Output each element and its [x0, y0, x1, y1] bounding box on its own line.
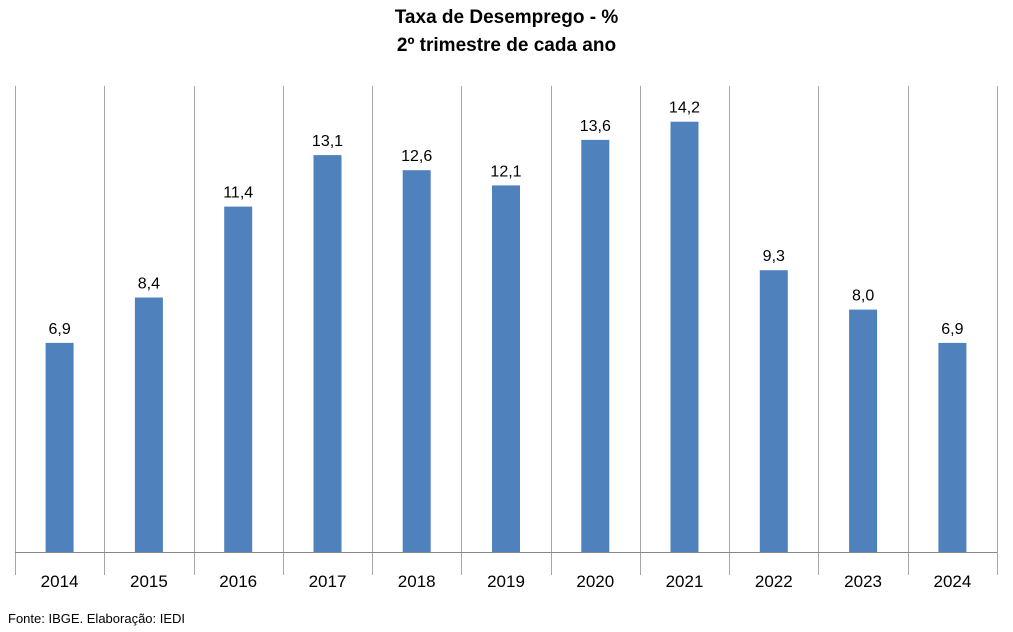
chart-title-block: Taxa de Desemprego - % 2º trimestre de c…: [0, 4, 1013, 60]
x-tick-label-2019: 2019: [487, 572, 525, 591]
bar-2016: [224, 206, 253, 552]
bar-2014: [45, 342, 74, 552]
chart-title: Taxa de Desemprego - %: [394, 7, 619, 28]
bar-2017: [313, 155, 342, 552]
bar-2015: [134, 297, 163, 552]
data-label-2016: 11,4: [223, 185, 253, 202]
data-label-2023: 8,0: [852, 288, 874, 305]
data-label-2018: 12,6: [401, 148, 432, 165]
data-label-2017: 13,1: [312, 133, 343, 150]
bar-2020: [581, 139, 610, 552]
x-tick-label-2024: 2024: [933, 572, 971, 591]
x-tick-label-2015: 2015: [130, 572, 168, 591]
x-tick-label-2017: 2017: [309, 572, 347, 591]
data-label-2022: 9,3: [763, 248, 785, 265]
data-label-2015: 8,4: [138, 276, 160, 293]
chart-subtitle: 2º trimestre de cada ano: [396, 35, 617, 56]
bar-2022: [759, 270, 788, 552]
bar-2021: [670, 121, 699, 552]
x-tick-label-2020: 2020: [576, 572, 614, 591]
data-label-2019: 12,1: [490, 163, 521, 180]
x-tick-label-2021: 2021: [666, 572, 704, 591]
bar-2023: [849, 309, 878, 552]
data-label-2021: 14,2: [669, 100, 700, 117]
x-tick-label-2022: 2022: [755, 572, 793, 591]
x-tick-label-2014: 2014: [41, 572, 79, 591]
data-label-2020: 13,6: [580, 118, 611, 135]
bar-2018: [402, 170, 431, 552]
data-label-2024: 6,9: [941, 321, 963, 338]
x-tick-label-2023: 2023: [844, 572, 882, 591]
bar-2019: [492, 185, 520, 552]
x-tick-label-2016: 2016: [219, 572, 257, 591]
data-label-2014: 6,9: [48, 321, 70, 338]
bar-2024: [938, 342, 967, 552]
source-note: Fonte: IBGE. Elaboração: IEDI: [8, 611, 186, 626]
x-tick-label-2018: 2018: [398, 572, 436, 591]
